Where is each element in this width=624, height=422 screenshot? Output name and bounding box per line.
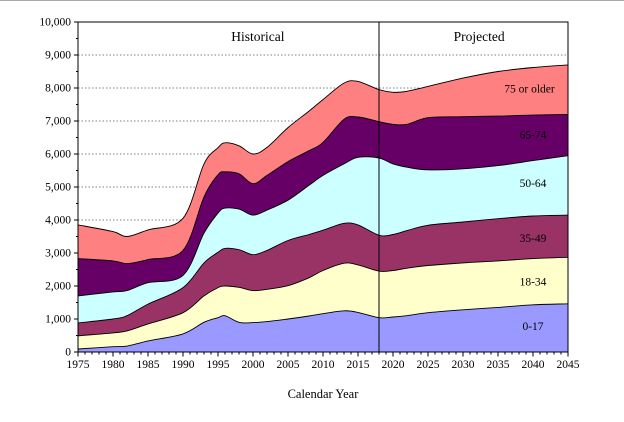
band-boundary-0-17 [78,303,568,350]
area-65-74 [78,114,568,296]
y-tick-label: 9,000 [45,50,71,62]
x-tick-label: 2020 [382,359,405,371]
x-tick-label: 2010 [312,359,335,371]
annotation-projected: Projected [454,29,505,44]
y-tick-label: 6,000 [45,149,71,161]
y-tick-label: 0 [65,347,71,359]
series-label-35-49: 35-49 [520,233,547,245]
y-tick-label: 4,000 [45,215,71,227]
x-tick-label: 2030 [452,359,475,371]
x-tick-label: 1995 [207,359,230,371]
area-75-or-older [78,64,568,264]
area-0-17 [78,303,568,352]
y-tick-label: 10,000 [39,17,71,29]
area-bands [78,64,568,352]
x-tick-label: 2040 [522,359,545,371]
area-35-49 [78,215,568,336]
x-tick-label: 2045 [557,359,580,371]
y-axis: 0 1,000 2,000 3,000 4,000 5,000 6,000 7,000 8,00… [39,17,78,359]
x-tick-label: 1975 [67,359,90,371]
series-label-18-34: 18-34 [520,277,547,289]
x-tick-label: 2025 [417,359,440,371]
x-axis-title: Calendar Year [288,387,360,401]
area-18-34 [78,257,568,349]
x-tick-label: 1980 [102,359,125,371]
series-label-75-or-older: 75 or older [504,83,555,95]
series-label-0-17: 0-17 [522,321,543,333]
x-tick-label: 2000 [242,359,265,371]
area-50-64 [78,155,568,323]
band-boundary-18-34 [78,256,568,337]
band-boundary-75-or-older [78,64,568,237]
y-tick-label: 3,000 [45,248,71,260]
x-tick-label: 2015 [347,359,370,371]
band-boundary-35-49 [78,214,568,324]
y-tick-label: 2,000 [45,281,71,293]
y-tick-label: 7,000 [45,116,71,128]
x-tick-label: 1985 [137,359,160,371]
x-tick-label: 2005 [277,359,300,371]
band-boundary-50-64 [78,155,568,297]
series-label-50-64: 50-64 [520,178,547,190]
x-tick-label: 1990 [172,359,195,371]
band-boundary-65-74 [78,113,568,265]
annotation-historical: Historical [231,29,284,44]
x-tick-label: 2035 [487,359,510,371]
series-label-65-74: 65-74 [520,130,547,142]
x-axis: 1975 1980 1985 1990 1995 2000 2005 2010 2015 2020… [67,352,580,371]
y-tick-label: 5,000 [45,182,71,194]
y-tick-label: 1,000 [45,314,71,326]
y-tick-label: 8,000 [45,83,71,95]
